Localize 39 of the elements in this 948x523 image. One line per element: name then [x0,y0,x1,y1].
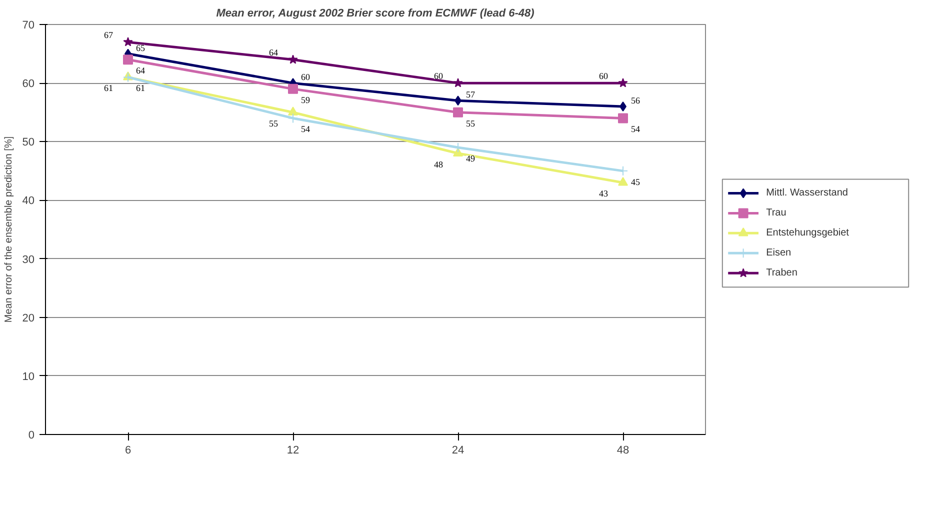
y-tick-label: 10 [22,370,35,383]
data-label: 60 [599,71,608,82]
data-label: 56 [631,96,640,106]
y-tick-label: 20 [22,312,35,324]
data-label: 49 [466,154,476,164]
legend-label: Traben [766,268,798,279]
legend-label: Eisen [766,248,792,259]
data-label: 64 [136,66,146,76]
x-tick-label: 12 [286,444,300,456]
data-label: 55 [269,118,278,128]
chart-title: Mean error, August 2002 Brier score from ECMWF (lead 6-48) [216,8,535,20]
x-tick-label: 48 [616,444,630,456]
data-label: 64 [269,48,278,58]
data-label: 60 [301,72,310,82]
legend-label: Mittl. Wasserstand [766,188,848,199]
data-label: 67 [104,30,114,40]
y-tick-label: 30 [22,254,35,266]
data-label: 57 [466,90,476,100]
data-label: 59 [301,94,310,105]
x-tick-label: 24 [452,444,464,456]
y-tick-label: 60 [22,78,35,90]
data-label: 65 [136,42,146,53]
data-label: 61 [136,83,145,94]
y-tick-label: 70 [22,20,35,32]
data-label: 54 [631,124,640,134]
x-tick-label: 6 [124,444,132,456]
data-label: 55 [466,118,476,128]
y-axis-title: Mean error of the ensemble prediction [%] [3,136,14,323]
legend-label: Entstehungsgebiet [766,228,850,239]
data-label: 48 [434,159,444,170]
data-label: 60 [434,71,444,82]
data-label: 45 [631,176,640,187]
legend-label: Trau [766,208,786,219]
data-label: 43 [599,188,608,199]
y-tick-label: 40 [22,195,35,208]
y-tick-label: 50 [22,136,35,149]
y-tick-label: 0 [28,430,35,442]
data-label: 61 [104,83,113,94]
data-label: 54 [301,124,310,134]
